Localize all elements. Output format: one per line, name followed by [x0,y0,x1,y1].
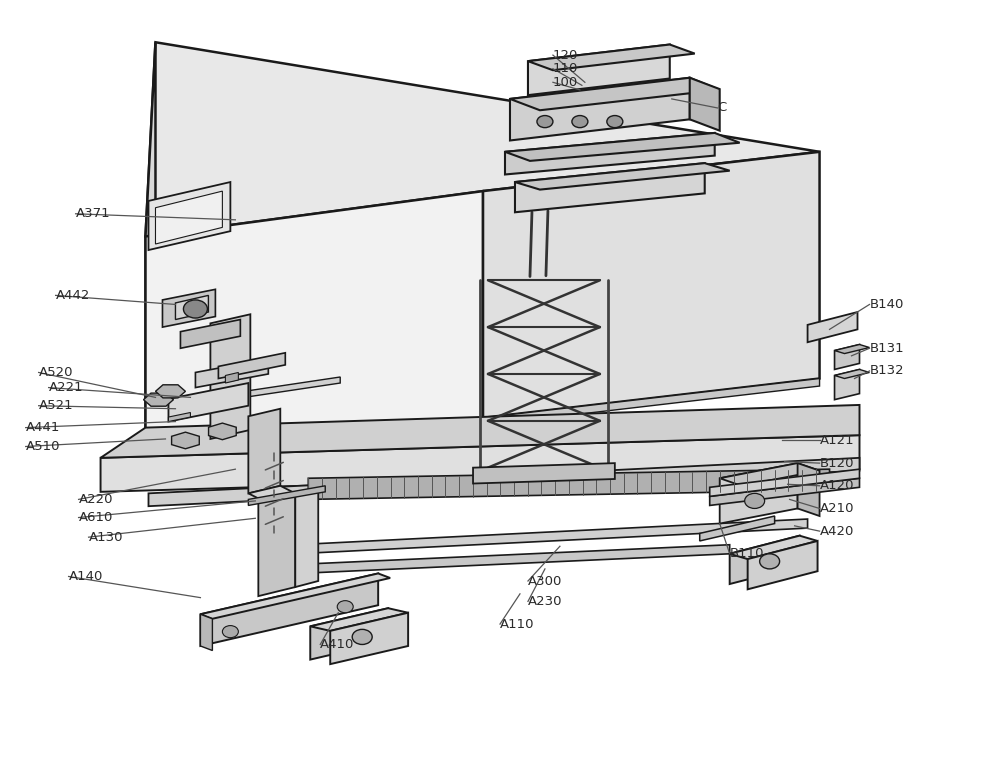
Polygon shape [155,385,185,398]
Text: A510: A510 [26,440,60,453]
Polygon shape [330,612,408,664]
Circle shape [607,116,623,128]
Text: 120: 120 [553,48,578,61]
Polygon shape [835,369,869,378]
Circle shape [337,600,353,612]
Polygon shape [710,469,860,497]
Text: 100: 100 [553,76,578,89]
Text: A221: A221 [49,381,83,394]
Polygon shape [528,45,670,95]
Polygon shape [168,377,340,409]
Polygon shape [720,463,820,486]
Polygon shape [700,516,775,541]
Polygon shape [148,182,230,250]
Text: A520: A520 [39,366,73,379]
Polygon shape [265,519,808,556]
Text: 110: 110 [553,62,578,75]
Polygon shape [710,478,860,506]
Text: B120: B120 [820,456,854,469]
Polygon shape [835,344,869,354]
Circle shape [572,116,588,128]
Polygon shape [248,409,280,494]
Polygon shape [505,133,740,161]
Polygon shape [720,463,798,524]
Text: A210: A210 [820,502,854,515]
Polygon shape [510,78,720,111]
Polygon shape [180,319,240,348]
Polygon shape [308,469,830,500]
Polygon shape [101,435,860,492]
Polygon shape [155,191,222,244]
Polygon shape [690,78,720,131]
Polygon shape [310,608,408,631]
Polygon shape [172,432,199,449]
Polygon shape [209,423,236,440]
Circle shape [537,116,553,128]
Polygon shape [248,486,295,501]
Text: A610: A610 [79,511,113,524]
Polygon shape [748,541,818,589]
Polygon shape [515,164,705,212]
Text: C: C [718,101,727,114]
Text: A120: A120 [820,479,854,492]
Polygon shape [258,494,295,596]
Polygon shape [808,312,858,342]
Polygon shape [798,463,820,516]
Text: B110: B110 [730,547,764,560]
Text: A441: A441 [26,421,60,434]
Text: A420: A420 [820,525,854,537]
Text: A521: A521 [39,399,73,413]
Text: A220: A220 [79,493,113,506]
Polygon shape [835,344,860,369]
Polygon shape [175,295,208,319]
Polygon shape [145,42,820,236]
Text: A130: A130 [89,531,123,544]
Polygon shape [143,393,173,407]
Polygon shape [210,314,250,439]
Text: A410: A410 [320,638,355,651]
Polygon shape [148,458,860,506]
Polygon shape [515,164,730,189]
Polygon shape [145,378,820,471]
Polygon shape [730,536,818,559]
Circle shape [745,494,765,509]
Circle shape [352,629,372,644]
Polygon shape [218,353,285,378]
Polygon shape [195,359,268,388]
Polygon shape [101,405,860,458]
Polygon shape [145,42,155,463]
Polygon shape [310,608,388,659]
Text: A140: A140 [69,570,103,583]
Polygon shape [473,463,615,484]
Polygon shape [505,133,715,174]
Circle shape [760,554,780,569]
Text: A121: A121 [820,434,854,447]
Polygon shape [200,574,390,618]
Polygon shape [248,486,325,506]
Text: B132: B132 [869,364,904,378]
Polygon shape [510,78,690,141]
Polygon shape [225,372,238,383]
Polygon shape [200,574,378,646]
Text: A300: A300 [528,575,562,587]
Text: B140: B140 [869,298,904,311]
Polygon shape [168,413,190,422]
Polygon shape [265,545,730,575]
Polygon shape [528,45,695,70]
Polygon shape [483,152,820,418]
Text: A442: A442 [56,289,90,302]
Polygon shape [295,491,318,587]
Polygon shape [835,369,860,400]
Circle shape [183,300,207,318]
Polygon shape [200,614,212,650]
Polygon shape [145,191,483,463]
Text: B131: B131 [869,341,904,355]
Polygon shape [168,383,248,422]
Circle shape [222,625,238,637]
Polygon shape [730,536,800,584]
Text: A230: A230 [528,595,562,608]
Polygon shape [162,289,215,327]
Text: A110: A110 [500,618,534,631]
Text: A371: A371 [76,207,110,220]
